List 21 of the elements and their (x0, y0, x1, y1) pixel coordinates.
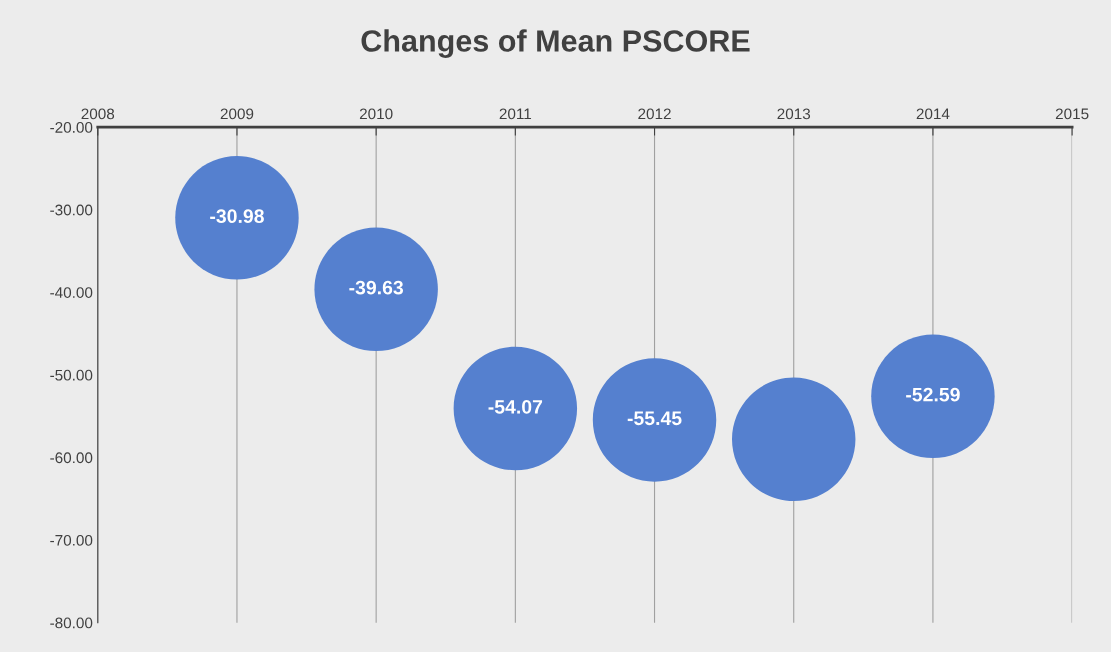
x-tick-label: 2013 (777, 108, 811, 120)
x-tick-label: 2008 (81, 108, 115, 120)
data-label: -52.59 (906, 387, 960, 402)
y-tick-label: -60.00 (50, 452, 93, 464)
data-label: -54.07 (488, 399, 543, 414)
x-tick-label: 2014 (916, 108, 950, 120)
data-label: -55.45 (627, 411, 682, 426)
y-tick-label: -50.00 (50, 369, 93, 381)
x-tick-label: 2012 (638, 108, 671, 120)
data-label: -39.63 (349, 280, 404, 295)
x-tick-label: 2015 (1055, 108, 1089, 120)
chart-title: Changes of Mean PSCORE (361, 29, 750, 58)
x-tick-label: 2011 (499, 108, 532, 120)
y-tick-label: -80.00 (50, 617, 93, 629)
y-tick-label: -70.00 (50, 534, 93, 546)
y-tick-label: -30.00 (50, 204, 93, 216)
y-tick-label: -20.00 (50, 122, 93, 133)
data-label: -30.98 (210, 209, 264, 224)
x-tick-label: 2010 (359, 108, 393, 120)
x-tick-label: 2009 (220, 108, 254, 120)
y-tick-label: -40.00 (50, 287, 93, 298)
